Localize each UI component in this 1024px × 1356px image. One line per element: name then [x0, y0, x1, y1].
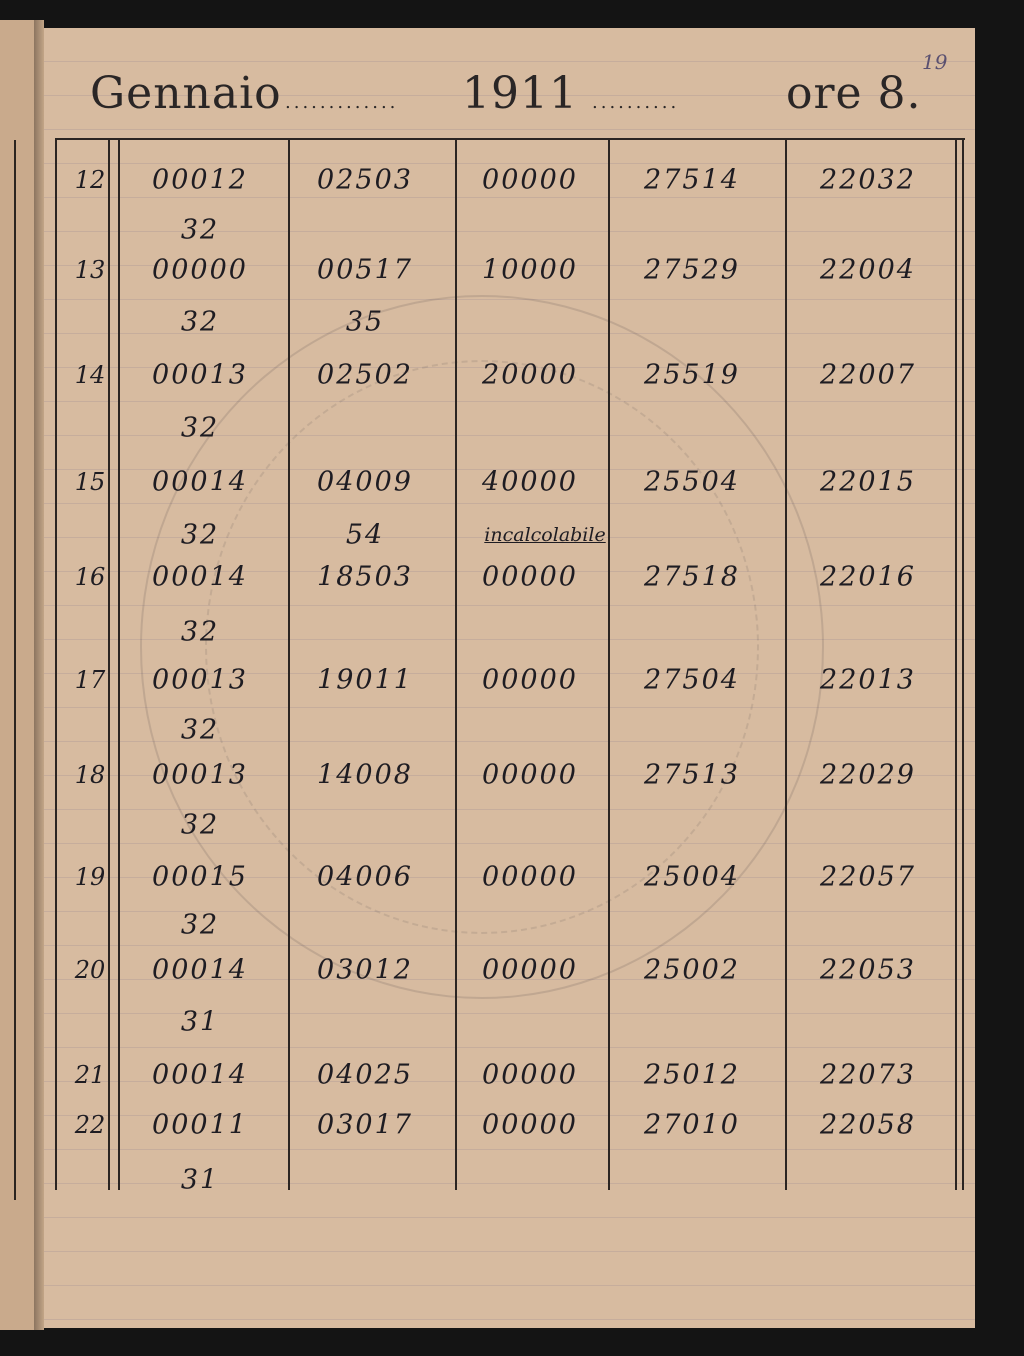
- reading-c4: 27504: [644, 664, 740, 696]
- day-number: 15: [74, 468, 106, 496]
- reading-c3: 00000: [482, 759, 578, 791]
- reading-c2: 18503: [317, 561, 413, 593]
- column-rule: [288, 140, 290, 1190]
- day-number: 19: [74, 863, 106, 891]
- reading-c4: 27514: [644, 164, 740, 196]
- reading-c5: 22057: [820, 861, 916, 893]
- day-number: 13: [74, 256, 106, 284]
- reading-c2: 02502: [317, 359, 413, 391]
- reading-c4: 27513: [644, 759, 740, 791]
- reading-c2: 14008: [317, 759, 413, 791]
- sub-reading-c1: 32: [180, 909, 220, 941]
- reading-c2: 19011: [317, 664, 413, 696]
- reading-c4: 27518: [644, 561, 740, 593]
- reading-c4: 25519: [644, 359, 740, 391]
- reading-c3: 00000: [482, 1059, 578, 1091]
- reading-c1: 00011: [152, 1109, 248, 1141]
- column-rule: [785, 140, 787, 1190]
- reading-c4: 25004: [644, 861, 740, 893]
- reading-c3: 00000: [482, 1109, 578, 1141]
- reading-c5: 22058: [820, 1109, 916, 1141]
- column-rule: [455, 140, 457, 1190]
- reading-c2: 04009: [317, 466, 413, 498]
- dotted-leader: ..........: [592, 92, 680, 113]
- reading-c5: 22029: [820, 759, 916, 791]
- reading-c4: 25012: [644, 1059, 740, 1091]
- day-number: 14: [74, 361, 106, 389]
- reading-c3: 40000: [482, 466, 578, 498]
- ledger-page: [40, 28, 975, 1328]
- reading-c4: 25002: [644, 954, 740, 986]
- sub-reading-c2: 35: [345, 306, 385, 338]
- reading-c5: 22032: [820, 164, 916, 196]
- day-number: 22: [74, 1111, 106, 1139]
- page-number: 19: [922, 50, 948, 74]
- sub-reading-c1: 32: [180, 412, 220, 444]
- reading-c2: 02503: [317, 164, 413, 196]
- reading-c1: 00000: [152, 254, 248, 286]
- sub-reading-c1: 32: [180, 214, 220, 246]
- sub-reading-c2: 54: [345, 519, 385, 551]
- reading-c4: 27010: [644, 1109, 740, 1141]
- reading-c5: 22004: [820, 254, 916, 286]
- reading-c1: 00014: [152, 1059, 248, 1091]
- reading-c5: 22073: [820, 1059, 916, 1091]
- column-rule: [108, 140, 110, 1190]
- table-top-rule: [55, 138, 965, 140]
- reading-c1: 00014: [152, 466, 248, 498]
- sub-reading-c1: 32: [180, 714, 220, 746]
- reading-c3: 00000: [482, 954, 578, 986]
- annotation-note: incalcolabile: [484, 524, 606, 546]
- reading-c1: 00015: [152, 861, 248, 893]
- time-label: ore 8.: [786, 68, 922, 119]
- sub-reading-c1: 31: [180, 1006, 220, 1038]
- reading-c5: 22016: [820, 561, 916, 593]
- reading-c3: 10000: [482, 254, 578, 286]
- reading-c3: 20000: [482, 359, 578, 391]
- day-number: 21: [74, 1061, 106, 1089]
- column-rule: [955, 140, 957, 1190]
- reading-c2: 00517: [317, 254, 413, 286]
- reading-c2: 03017: [317, 1109, 413, 1141]
- reading-c5: 22007: [820, 359, 916, 391]
- sub-reading-c1: 32: [180, 809, 220, 841]
- reading-c5: 22015: [820, 466, 916, 498]
- column-rule: [118, 140, 120, 1190]
- year-label: 1911: [462, 68, 578, 119]
- reading-c2: 04006: [317, 861, 413, 893]
- reading-c2: 04025: [317, 1059, 413, 1091]
- reading-c4: 27529: [644, 254, 740, 286]
- sub-reading-c1: 31: [180, 1164, 220, 1196]
- sub-reading-c1: 32: [180, 306, 220, 338]
- dotted-leader: .............: [285, 92, 399, 113]
- ruling-line: [14, 140, 16, 1200]
- reading-c1: 00013: [152, 359, 248, 391]
- reading-c4: 25504: [644, 466, 740, 498]
- reading-c3: 00000: [482, 664, 578, 696]
- day-number: 20: [74, 956, 106, 984]
- reading-c5: 22053: [820, 954, 916, 986]
- reading-c5: 22013: [820, 664, 916, 696]
- sub-reading-c1: 32: [180, 616, 220, 648]
- day-number: 17: [74, 666, 106, 694]
- left-page-edge: [0, 20, 38, 1330]
- reading-c1: 00014: [152, 954, 248, 986]
- reading-c3: 00000: [482, 861, 578, 893]
- month-label: Gennaio: [90, 68, 282, 119]
- reading-c3: 00000: [482, 164, 578, 196]
- day-number: 18: [74, 761, 106, 789]
- reading-c2: 03012: [317, 954, 413, 986]
- column-rule: [55, 140, 57, 1190]
- reading-c3: 00000: [482, 561, 578, 593]
- column-rule: [962, 140, 964, 1190]
- day-number: 16: [74, 563, 106, 591]
- book-gutter: [34, 20, 44, 1330]
- reading-c1: 00014: [152, 561, 248, 593]
- reading-c1: 00012: [152, 164, 248, 196]
- sub-reading-c1: 32: [180, 519, 220, 551]
- day-number: 12: [74, 166, 106, 194]
- reading-c1: 00013: [152, 759, 248, 791]
- reading-c1: 00013: [152, 664, 248, 696]
- column-rule: [608, 140, 610, 1190]
